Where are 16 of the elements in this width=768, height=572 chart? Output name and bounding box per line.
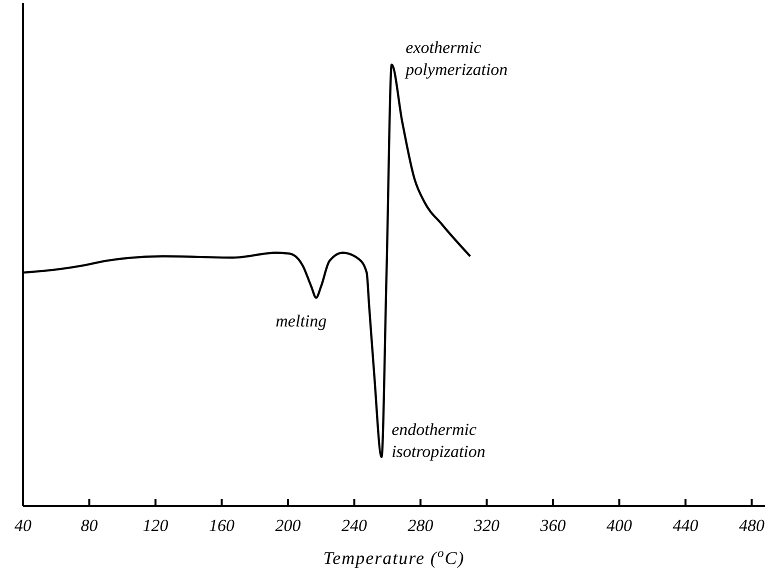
x-tick-label: 400	[606, 516, 632, 535]
x-axis-title: Temperature ($^{o}$C)	[323, 546, 465, 568]
annotation: exothermic polymerization	[404, 38, 508, 79]
x-tick-label: 40	[14, 516, 32, 535]
x-tick-label: 160	[209, 516, 235, 535]
x-tick-label: 240	[342, 516, 368, 535]
annotation: melting	[276, 312, 327, 331]
x-tick-label: 280	[408, 516, 434, 535]
annotation: endothermic isotropization	[392, 420, 486, 462]
x-tick-label: 320	[473, 516, 500, 535]
x-tick-label: 440	[672, 516, 699, 535]
x-tick-label: 360	[539, 516, 566, 535]
x-tick-label: 200	[275, 516, 302, 535]
x-tick-label: 480	[739, 516, 765, 535]
x-tick-label: 120	[142, 516, 169, 535]
x-tick-label: 80	[80, 516, 98, 535]
